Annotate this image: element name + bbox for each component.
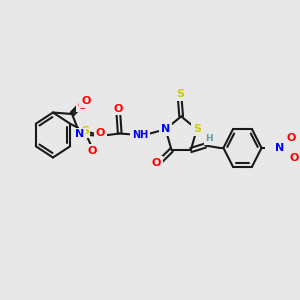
Text: O: O: [114, 103, 123, 114]
Text: +: +: [284, 138, 290, 144]
Text: S: S: [81, 126, 89, 136]
Text: S: S: [176, 89, 184, 99]
Text: N: N: [75, 129, 85, 140]
Text: NH: NH: [132, 130, 148, 140]
Text: S: S: [81, 126, 89, 136]
Text: O: O: [81, 96, 91, 106]
Text: S: S: [193, 124, 201, 134]
Text: O: O: [286, 133, 296, 143]
Text: N: N: [75, 129, 85, 140]
Text: NH: NH: [132, 130, 148, 140]
Text: O: O: [96, 128, 105, 138]
Text: H: H: [205, 134, 212, 143]
Text: N: N: [275, 143, 284, 153]
Text: O: O: [286, 133, 296, 143]
Text: N: N: [161, 124, 170, 134]
Text: O: O: [290, 153, 299, 164]
Text: O: O: [290, 153, 299, 164]
Text: S: S: [193, 124, 201, 134]
Text: O: O: [96, 128, 105, 138]
Text: H: H: [205, 134, 212, 143]
Text: O: O: [114, 103, 123, 114]
Text: S: S: [176, 89, 184, 99]
Text: +: +: [284, 138, 290, 144]
Text: O: O: [88, 146, 97, 156]
Text: O: O: [77, 100, 87, 111]
Text: O: O: [88, 146, 97, 156]
Text: N: N: [161, 124, 170, 134]
Text: O: O: [81, 96, 91, 106]
Text: O: O: [152, 158, 161, 168]
Text: N: N: [275, 143, 284, 153]
Text: O: O: [152, 158, 161, 168]
